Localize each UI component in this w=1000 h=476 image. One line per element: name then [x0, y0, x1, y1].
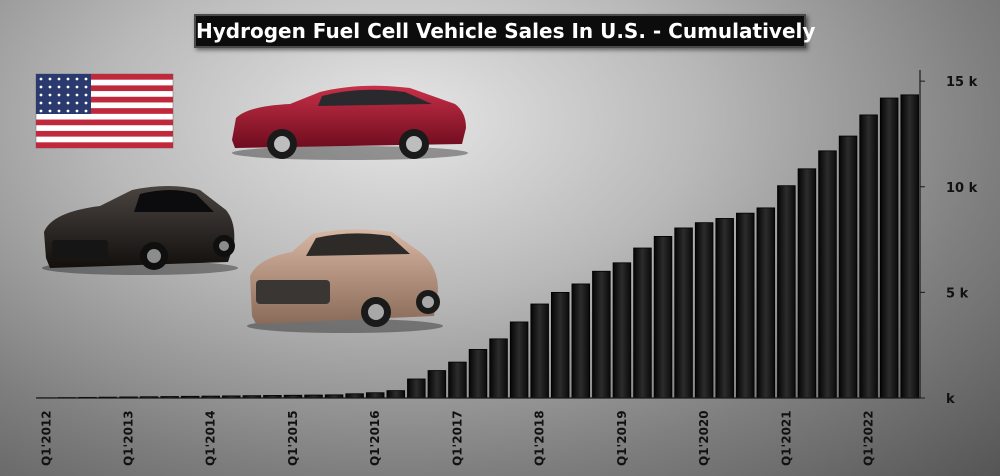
bar [509, 321, 529, 399]
x-tick-label: Q1'2020 [697, 410, 711, 466]
bar [756, 207, 776, 399]
y-tick-label: 15 k [946, 75, 978, 90]
y-tick-label: 5 k [946, 286, 969, 301]
bar [489, 338, 508, 399]
bar [530, 303, 549, 399]
bar [345, 393, 364, 399]
bar [386, 390, 406, 399]
bar [715, 218, 734, 399]
bar [612, 262, 632, 399]
x-tick-label: Q1'2017 [450, 410, 464, 466]
chart-title: Hydrogen Fuel Cell Vehicle Sales In U.S.… [194, 14, 815, 48]
bar [407, 378, 426, 399]
x-tick-label: Q1'2022 [862, 410, 876, 466]
bar [550, 291, 570, 399]
bar [571, 283, 591, 399]
bar [694, 222, 714, 399]
bar [448, 361, 467, 399]
x-tick-label: Q1'2014 [204, 410, 218, 466]
black-sedan-illustration [42, 186, 238, 275]
bar [674, 227, 693, 399]
bar [633, 247, 652, 399]
x-tick-label: Q1'2013 [122, 410, 136, 466]
us-flag-illustration [35, 73, 174, 149]
axes [36, 70, 925, 399]
bar [859, 114, 878, 399]
y-tick-label: 10 k [946, 181, 978, 196]
x-tick-label: Q1'2021 [779, 410, 793, 466]
x-axis-labels: Q1'2012 Q1'2013 Q1'2014 Q1'2015 Q1'2016 Q1'20… [39, 410, 875, 466]
x-tick-label: Q1'2015 [286, 410, 300, 466]
x-tick-label: Q1'2012 [39, 410, 53, 466]
bar [736, 212, 755, 399]
bar [468, 349, 488, 399]
bar [777, 185, 796, 399]
bar [797, 168, 817, 399]
bar [427, 370, 447, 399]
y-tick-label: k [946, 392, 955, 407]
bar [653, 235, 673, 399]
bar [900, 94, 919, 399]
bar [365, 392, 385, 399]
bar [592, 270, 611, 399]
y-axis-labels: k 5 k 10 k 15 k [946, 75, 978, 407]
bar [879, 97, 899, 399]
x-tick-label: Q1'2019 [615, 410, 629, 466]
x-tick-label: Q1'2018 [533, 410, 547, 466]
bar [838, 135, 858, 399]
red-sedan-illustration [232, 85, 468, 160]
bronze-suv-illustration [247, 229, 443, 333]
x-tick-label: Q1'2016 [368, 410, 382, 466]
bar [818, 150, 837, 399]
